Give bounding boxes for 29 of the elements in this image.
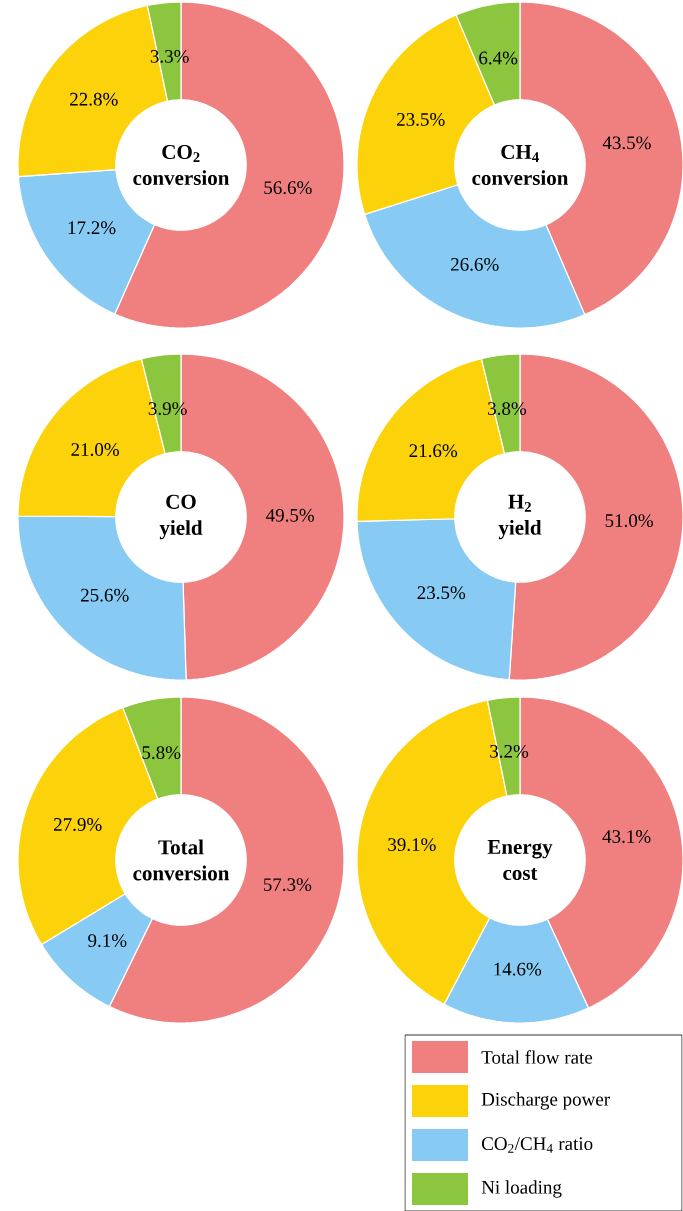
text: CH$_{4}$ conversion xyxy=(472,144,569,186)
legend-label: Discharge power xyxy=(481,1092,610,1110)
data-label: 22.8% xyxy=(70,92,118,106)
text: H$_{2}$ yield xyxy=(498,494,542,540)
data-label: 21.6% xyxy=(409,444,458,458)
data-label: 23.5% xyxy=(417,586,466,600)
data-label: 27.9% xyxy=(54,818,102,831)
data-label: 25.6% xyxy=(81,588,129,602)
text: Energy cost xyxy=(487,840,553,880)
data-label: 43.1% xyxy=(602,830,651,843)
data-label: 49.5% xyxy=(266,508,315,522)
data-label: 6.4% xyxy=(479,51,518,65)
data-label: 9.1% xyxy=(88,934,127,948)
data-label: 43.5% xyxy=(602,136,651,150)
data-label: 57.3% xyxy=(263,878,312,892)
data-label: 17.2% xyxy=(68,221,116,235)
legend-label: CO$_{2}$/CH$_{4}$ ratio xyxy=(481,1137,593,1153)
legend-label: Total flow rate xyxy=(481,1050,593,1064)
text: Total conversion xyxy=(133,839,230,881)
data-label: 14.6% xyxy=(494,962,542,976)
data-label: 21.0% xyxy=(71,443,120,456)
text: CO yield xyxy=(159,494,203,540)
text: CO$_{2}$ conversion xyxy=(133,144,230,186)
data-label: 56.6% xyxy=(264,181,312,195)
data-label: 51.0% xyxy=(605,514,654,528)
data-label: 39.1% xyxy=(388,838,436,852)
data-label: 23.5% xyxy=(397,113,445,126)
legend-label: Ni loading xyxy=(481,1180,562,1198)
data-label: 26.6% xyxy=(451,257,499,271)
